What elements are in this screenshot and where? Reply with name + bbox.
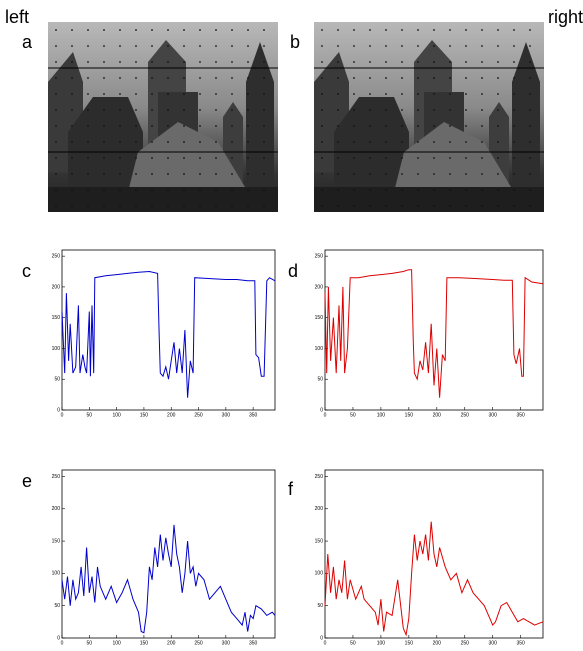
- x-tick-label: 200: [433, 412, 442, 418]
- x-tick-label: 250: [194, 412, 203, 418]
- x-tick-label: 150: [140, 412, 149, 418]
- x-tick-label: 250: [461, 412, 470, 418]
- x-tick-label: 150: [405, 412, 414, 418]
- x-tick-label: 50: [350, 412, 356, 418]
- right-image: [313, 21, 545, 213]
- x-tick-label: 0: [61, 640, 64, 646]
- y-tick-label: 250: [52, 474, 61, 480]
- y-tick-label: 50: [317, 377, 323, 383]
- left-image: [47, 21, 279, 213]
- x-tick-label: 200: [433, 640, 442, 646]
- x-tick-label: 300: [222, 412, 231, 418]
- x-tick-label: 100: [377, 640, 386, 646]
- y-tick-label: 50: [54, 377, 60, 383]
- x-tick-label: 300: [222, 640, 231, 646]
- x-tick-label: 50: [350, 640, 356, 646]
- x-tick-label: 0: [61, 412, 64, 418]
- panel-label: b: [290, 32, 300, 52]
- panel-label: a: [22, 32, 33, 52]
- x-tick-label: 350: [249, 412, 258, 418]
- y-tick-label: 200: [315, 284, 324, 290]
- x-tick-label: 100: [377, 412, 386, 418]
- data-line: [61, 270, 276, 398]
- y-tick-label: 100: [315, 346, 324, 352]
- x-tick-label: 250: [461, 640, 470, 646]
- y-tick-label: 200: [52, 284, 61, 290]
- plot-frame: [324, 249, 544, 411]
- y-tick-label: 150: [315, 538, 324, 544]
- y-tick-label: 250: [315, 474, 324, 480]
- data-line: [324, 269, 544, 398]
- x-tick-label: 150: [405, 640, 414, 646]
- panel-label: e: [22, 471, 32, 491]
- data-line: [324, 521, 544, 637]
- y-tick-label: 150: [52, 315, 61, 321]
- x-tick-label: 50: [87, 412, 93, 418]
- y-tick-label: 100: [315, 571, 324, 577]
- x-tick-label: 250: [194, 640, 203, 646]
- y-tick-label: 50: [317, 603, 323, 609]
- y-tick-label: 0: [320, 635, 323, 641]
- x-tick-label: 0: [324, 412, 327, 418]
- y-tick-label: 50: [54, 603, 60, 609]
- x-tick-label: 300: [489, 640, 498, 646]
- x-tick-label: 350: [516, 640, 525, 646]
- y-tick-label: 0: [57, 635, 60, 641]
- x-tick-label: 100: [112, 640, 121, 646]
- y-tick-label: 0: [57, 407, 60, 413]
- data-line: [61, 524, 276, 634]
- y-tick-label: 250: [52, 253, 61, 259]
- y-tick-label: 100: [52, 571, 61, 577]
- x-tick-label: 300: [489, 412, 498, 418]
- panel-label: d: [288, 261, 298, 281]
- x-tick-label: 200: [167, 412, 176, 418]
- x-tick-label: 100: [112, 412, 121, 418]
- y-tick-label: 200: [52, 506, 61, 512]
- y-tick-label: 150: [315, 315, 324, 321]
- x-tick-label: 50: [87, 640, 93, 646]
- left-label: left: [5, 7, 29, 27]
- panel-label: c: [22, 261, 31, 281]
- x-tick-label: 150: [140, 640, 149, 646]
- plot-frame: [61, 249, 276, 411]
- y-tick-label: 0: [320, 407, 323, 413]
- x-tick-label: 350: [516, 412, 525, 418]
- x-tick-label: 200: [167, 640, 176, 646]
- y-tick-label: 150: [52, 538, 61, 544]
- x-tick-label: 0: [324, 640, 327, 646]
- panel-label: f: [288, 479, 294, 499]
- y-tick-label: 200: [315, 506, 324, 512]
- y-tick-label: 100: [52, 346, 61, 352]
- y-tick-label: 250: [315, 253, 324, 259]
- right-label: right: [548, 7, 583, 27]
- x-tick-label: 350: [249, 640, 258, 646]
